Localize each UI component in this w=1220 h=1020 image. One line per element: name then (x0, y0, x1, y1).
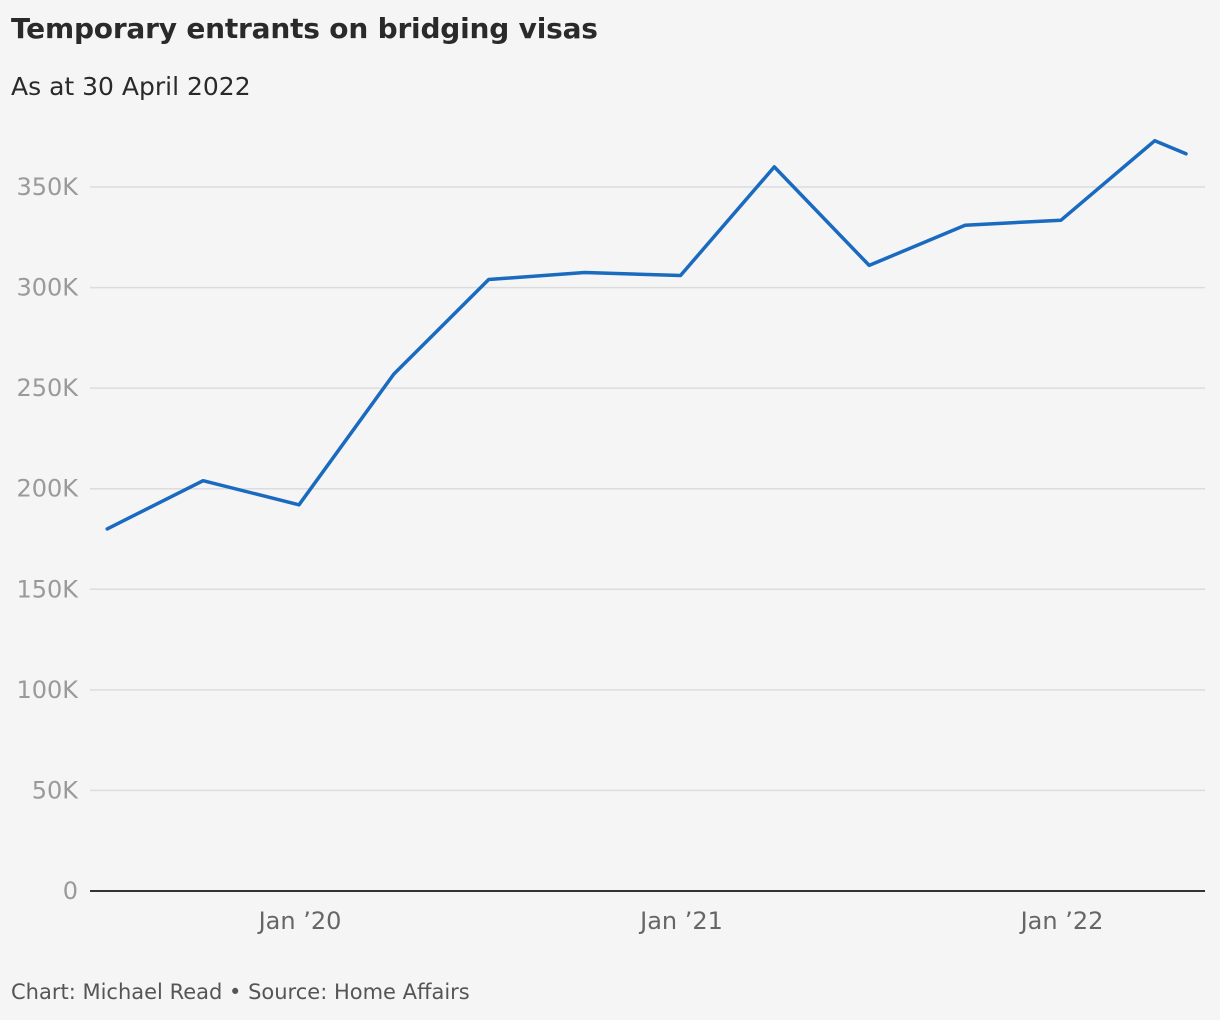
x-axis-ticks: Jan ’20 Jan ’21 Jan ’22 (257, 907, 1104, 935)
chart-subtitle: As at 30 April 2022 (11, 72, 251, 101)
x-tick-label: Jan ’22 (1019, 907, 1104, 935)
y-tick-label: 0 (63, 877, 78, 905)
gridlines (90, 186, 1205, 892)
y-tick-label: 100K (16, 676, 79, 704)
y-tick-label: 250K (16, 374, 79, 402)
y-tick-label: 300K (16, 274, 79, 302)
y-tick-label: 150K (16, 575, 79, 603)
y-axis-ticks: 0 50K 100K 150K 200K 250K 300K 350K (16, 173, 79, 905)
chart-footer: Chart: Michael Read • Source: Home Affai… (11, 980, 470, 1004)
series-layer (105, 138, 1188, 531)
y-tick-label: 50K (32, 776, 80, 804)
x-tick-label: Jan ’20 (257, 907, 342, 935)
chart-title: Temporary entrants on bridging visas (11, 12, 598, 45)
y-tick-label: 350K (16, 173, 79, 201)
x-tick-label: Jan ’21 (638, 907, 723, 935)
series-line (105, 138, 1188, 531)
y-tick-label: 200K (16, 475, 79, 503)
